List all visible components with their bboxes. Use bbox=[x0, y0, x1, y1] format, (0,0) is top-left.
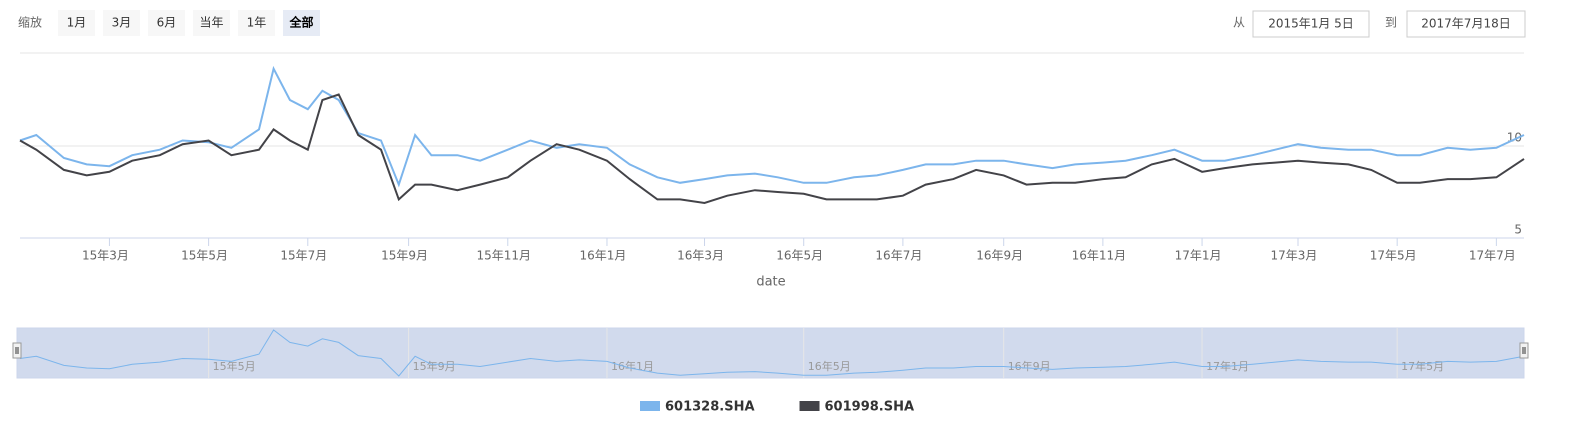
zoom-button-label: 当年 bbox=[199, 16, 223, 30]
zoom-button[interactable] bbox=[58, 10, 95, 36]
zoom-button[interactable] bbox=[193, 10, 230, 36]
x-axis-title: date bbox=[756, 275, 785, 290]
legend-swatch[interactable] bbox=[799, 401, 820, 411]
navigator-tick-label: 15年9月 bbox=[413, 359, 456, 373]
navigator-mask[interactable] bbox=[16, 327, 1525, 379]
x-tick-label: 17年1月 bbox=[1175, 249, 1222, 263]
x-tick-label: 16年5月 bbox=[776, 249, 823, 263]
zoom-label: 缩放 bbox=[18, 15, 42, 30]
x-tick-label: 17年7月 bbox=[1469, 249, 1516, 263]
series-line bbox=[19, 93, 1525, 205]
navigator-tick-label: 16年1月 bbox=[611, 359, 654, 373]
x-tick-label: 15年5月 bbox=[181, 249, 228, 263]
zoom-button-label: 6月 bbox=[157, 16, 177, 30]
navigator-tick-label: 16年5月 bbox=[808, 359, 851, 373]
to-input[interactable] bbox=[1406, 10, 1526, 38]
navigator-line bbox=[19, 329, 1525, 377]
navigator-handle[interactable] bbox=[1519, 342, 1529, 359]
from-value: 2015年1月 5日 bbox=[1268, 17, 1354, 31]
x-tick-label: 16年11月 bbox=[1072, 249, 1127, 263]
navigator-tick-label: 16年9月 bbox=[1008, 359, 1051, 373]
zoom-button[interactable] bbox=[103, 10, 140, 36]
x-tick-label: 16年7月 bbox=[875, 249, 922, 263]
zoom-button[interactable] bbox=[148, 10, 185, 36]
x-tick-label: 15年3月 bbox=[82, 249, 129, 263]
zoom-button-label: 1年 bbox=[247, 16, 267, 30]
zoom-button[interactable] bbox=[283, 10, 320, 36]
navigator-tick-label: 17年5月 bbox=[1401, 359, 1444, 373]
x-tick-label: 16年9月 bbox=[976, 249, 1023, 263]
zoom-button[interactable] bbox=[238, 10, 275, 36]
y-tick-label: 5 bbox=[1514, 223, 1522, 237]
from-input[interactable] bbox=[1252, 10, 1370, 38]
legend-swatch[interactable] bbox=[640, 401, 660, 411]
legend-label[interactable]: 601328.SHA bbox=[665, 400, 755, 415]
navigator-handle[interactable] bbox=[12, 342, 22, 359]
x-tick-label: 15年7月 bbox=[280, 249, 327, 263]
zoom-button-label: 3月 bbox=[112, 16, 132, 30]
series-line bbox=[19, 65, 1525, 188]
from-label: 从 bbox=[1233, 16, 1245, 30]
zoom-button-label: 全部 bbox=[288, 15, 313, 30]
to-label: 到 bbox=[1385, 16, 1397, 30]
x-tick-label: 17年5月 bbox=[1370, 249, 1417, 263]
navigator-tick-label: 15年5月 bbox=[213, 359, 256, 373]
x-tick-label: 15年9月 bbox=[381, 249, 428, 263]
x-tick-label: 16年3月 bbox=[677, 249, 724, 263]
x-tick-label: 17年3月 bbox=[1271, 249, 1318, 263]
to-value: 2017年7月18日 bbox=[1421, 17, 1510, 31]
zoom-button-label: 1月 bbox=[67, 16, 87, 30]
x-tick-label: 15年11月 bbox=[477, 249, 532, 263]
legend-label[interactable]: 601998.SHA bbox=[825, 400, 915, 415]
x-tick-label: 16年1月 bbox=[580, 249, 627, 263]
